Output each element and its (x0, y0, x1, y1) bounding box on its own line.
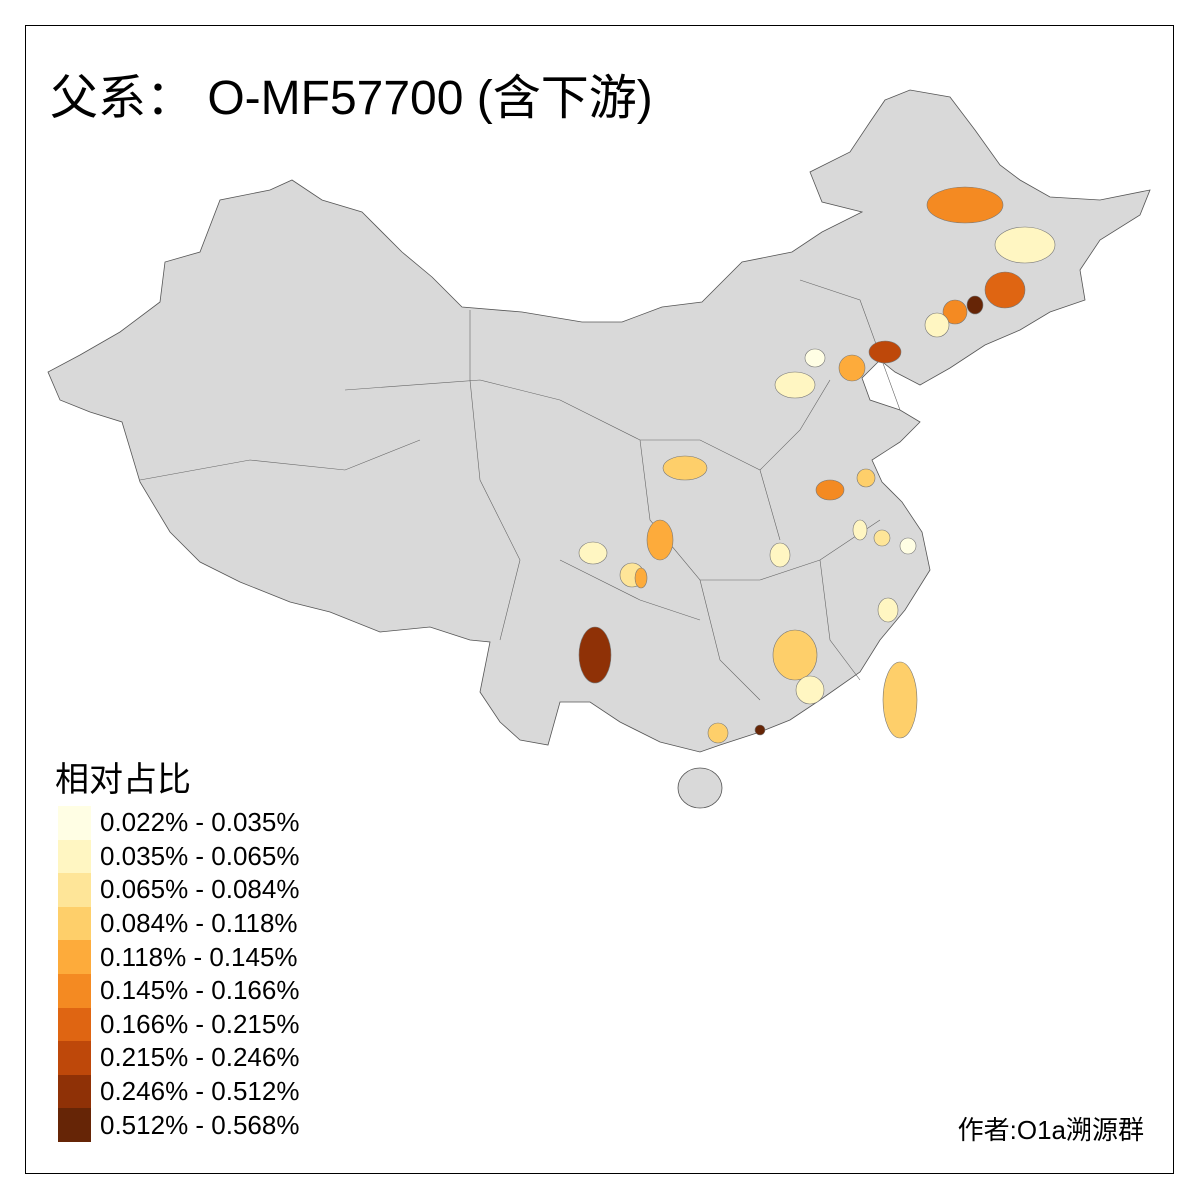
map-region (754, 724, 766, 736)
map-region (646, 519, 674, 561)
china-outline (47, 89, 1151, 753)
map-region (926, 186, 1004, 224)
map-title: 父系： O-MF57700 (含下游) (50, 72, 653, 125)
map-frame (25, 25, 1174, 1174)
map-region (578, 626, 612, 684)
legend-item: 0.022% - 0.035% (58, 806, 299, 840)
map-region (634, 567, 648, 589)
legend-swatch (58, 906, 91, 941)
legend-swatch (58, 839, 91, 874)
map-region (856, 468, 876, 488)
map-region (994, 226, 1056, 264)
legend-item: 0.512% - 0.568% (58, 1108, 299, 1142)
map-region (795, 675, 825, 705)
legend-swatch (58, 1108, 91, 1142)
taiwan-region (882, 661, 918, 739)
map-region (942, 299, 968, 325)
map-region (772, 629, 818, 681)
legend-item: 0.166% - 0.215% (58, 1007, 300, 1042)
map-region (804, 348, 826, 368)
map-region (877, 597, 899, 623)
map-region (662, 455, 708, 481)
map-region (815, 479, 845, 501)
legend-swatch (58, 873, 91, 907)
legend-item: 0.118% - 0.145% (58, 940, 299, 974)
legend-label: 0.022% - 0.035% (100, 807, 300, 838)
legend-item: 0.035% - 0.065% (58, 839, 300, 874)
map-region (769, 542, 791, 568)
map-region (838, 354, 866, 382)
map-region (966, 295, 984, 315)
legend-swatch (58, 806, 91, 840)
legend-label: 0.035% - 0.065% (100, 840, 300, 871)
legend: 0.022% - 0.035% 0.035% - 0.065% 0.065% - 0… (58, 806, 299, 1142)
author-credit: 作者:O1a溯源群 (957, 1115, 1144, 1145)
map-region (899, 537, 917, 555)
legend-swatch (58, 973, 91, 1008)
legend-swatch (58, 1041, 91, 1075)
map-region (868, 340, 902, 364)
map-region (852, 519, 868, 541)
legend-swatch (58, 1074, 91, 1109)
legend-swatch (58, 1007, 91, 1042)
legend-label: 0.166% - 0.215% (100, 1008, 300, 1039)
legend-label: 0.084% - 0.118% (100, 908, 298, 939)
map-region (774, 371, 816, 399)
legend-item: 0.084% - 0.118% (58, 906, 299, 941)
legend-swatch (58, 940, 91, 974)
legend-label: 0.246% - 0.512% (100, 1076, 300, 1107)
map-region (707, 722, 729, 744)
hainan-island (677, 767, 723, 809)
legend-item: 0.065% - 0.084% (58, 873, 299, 907)
legend-label: 0.118% - 0.145% (100, 941, 298, 972)
map-region (924, 312, 950, 338)
legend-label: 0.512% - 0.568% (100, 1109, 300, 1140)
map-region (578, 541, 608, 565)
legend-item: 0.246% - 0.512% (58, 1074, 300, 1109)
map-region (984, 271, 1026, 309)
legend-label: 0.145% - 0.166% (100, 975, 300, 1006)
map-region (873, 529, 891, 547)
province-borders (139, 279, 901, 701)
legend-label: 0.065% - 0.084% (100, 874, 300, 905)
legend-item: 0.215% - 0.246% (58, 1041, 299, 1075)
legend-title: 相对占比 (55, 760, 191, 800)
legend-item: 0.145% - 0.166% (58, 973, 300, 1008)
legend-label: 0.215% - 0.246% (100, 1042, 300, 1073)
